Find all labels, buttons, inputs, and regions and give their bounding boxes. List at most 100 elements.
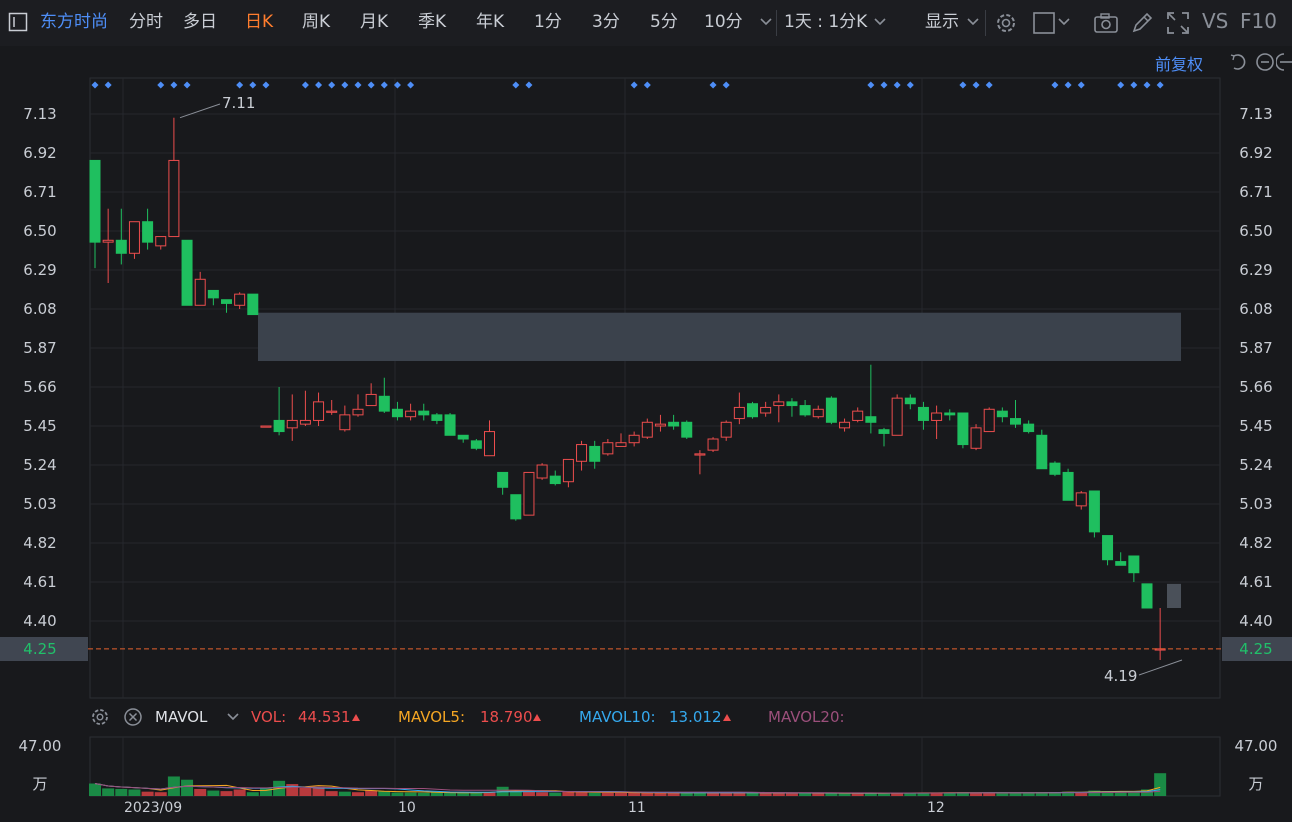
tab-daily-k[interactable]: 日K — [245, 12, 274, 32]
volume-bar — [983, 792, 996, 796]
pencil-icon[interactable] — [1130, 11, 1154, 35]
adjust-mode-button[interactable]: 前复权 — [1155, 55, 1204, 74]
square-icon[interactable] — [1032, 11, 1056, 35]
candle-body — [313, 401, 325, 421]
stock-name[interactable]: 东方时尚 — [40, 12, 108, 32]
indicator-settings-icon[interactable] — [90, 707, 110, 727]
candle-body — [418, 410, 430, 416]
tab-10min[interactable]: 10分 — [704, 12, 743, 32]
volume-bar — [1154, 773, 1167, 796]
volume-bar — [785, 792, 798, 796]
tab-1min[interactable]: 1分 — [534, 12, 562, 32]
signal-marker — [393, 81, 401, 89]
tab-quarterly-k[interactable]: 季K — [418, 12, 447, 32]
volume-bar — [549, 792, 562, 796]
current-price-box-right — [1222, 637, 1292, 661]
volume-bar — [115, 788, 128, 796]
sidebar-toggle-icon[interactable] — [8, 12, 28, 32]
volume-bar — [470, 792, 483, 796]
price-tick: 4.82 — [1239, 534, 1273, 552]
volume-bar — [707, 792, 720, 796]
price-tick: 4.40 — [23, 612, 57, 630]
volume-bar — [1022, 792, 1035, 796]
vol-value: 44.531 — [298, 708, 351, 726]
volume-bar — [825, 792, 838, 796]
volume-bar — [812, 793, 825, 796]
candle-body — [1023, 423, 1035, 433]
volume-bar — [772, 792, 785, 796]
tab-weekly-k[interactable]: 周K — [302, 12, 331, 32]
signal-marker — [709, 81, 717, 89]
volume-bar — [483, 792, 496, 796]
candle-body — [365, 393, 377, 407]
chevron-down-icon[interactable] — [759, 16, 773, 28]
tab-multiday[interactable]: 多日 — [183, 12, 217, 32]
volume-bar — [286, 784, 299, 796]
price-tick: 7.13 — [23, 105, 57, 123]
candle-body — [1049, 462, 1061, 475]
candle-body — [733, 406, 745, 420]
candle-body — [1062, 471, 1074, 501]
vs-button[interactable]: VS — [1202, 9, 1229, 33]
candle-body — [405, 410, 417, 418]
tab-3min[interactable]: 3分 — [592, 12, 620, 32]
candle-body — [1128, 555, 1140, 574]
signal-marker — [630, 81, 638, 89]
price-tick: 6.92 — [1239, 144, 1273, 162]
period-select[interactable]: 1天 : 1分K — [784, 12, 868, 32]
volume-bar — [259, 788, 272, 796]
candle-body — [194, 278, 206, 306]
candle-body — [1036, 434, 1048, 470]
volume-bar — [1035, 792, 1048, 796]
undo-icon[interactable] — [1228, 52, 1248, 72]
candlestick-chart[interactable] — [0, 46, 1292, 700]
price-tick: 5.66 — [23, 378, 57, 396]
fullscreen-icon[interactable] — [1166, 11, 1190, 35]
candle-body — [1088, 490, 1100, 533]
price-tick: 5.45 — [1239, 417, 1273, 435]
camera-icon[interactable] — [1093, 11, 1119, 35]
chevron-down-icon[interactable] — [966, 16, 980, 28]
tab-intraday[interactable]: 分时 — [129, 12, 163, 32]
candle-body — [207, 289, 219, 299]
zoom-out-icon[interactable] — [1255, 52, 1275, 72]
price-tick: 6.71 — [1239, 183, 1273, 201]
indicator-select[interactable]: MAVOL — [155, 708, 208, 726]
volume-bar — [799, 793, 812, 796]
candle-body — [615, 442, 627, 447]
candle-body — [299, 419, 311, 425]
candle-body — [628, 434, 640, 444]
volume-chart[interactable] — [0, 732, 1292, 798]
volume-bar — [233, 789, 246, 796]
tab-monthly-k[interactable]: 月K — [360, 12, 389, 32]
signal-marker — [722, 81, 730, 89]
current-price-label: 4.25 — [1239, 640, 1273, 658]
chevron-down-icon[interactable] — [1057, 16, 1071, 28]
candle-body — [707, 438, 719, 451]
x-axis-label: 2023/09 — [124, 800, 183, 816]
candle-body — [260, 425, 272, 428]
gap-block — [1167, 583, 1181, 608]
candle-body — [720, 421, 732, 438]
signal-marker — [328, 81, 336, 89]
tab-yearly-k[interactable]: 年K — [476, 12, 505, 32]
close-icon[interactable] — [123, 707, 143, 727]
display-menu[interactable]: 显示 — [925, 12, 959, 32]
f10-button[interactable]: F10 — [1240, 9, 1277, 33]
zoom-in-icon[interactable] — [1276, 52, 1292, 72]
chevron-down-icon[interactable] — [873, 16, 887, 28]
candle-body — [155, 236, 167, 247]
chevron-down-icon[interactable] — [226, 711, 240, 723]
volume-bar — [365, 790, 378, 796]
gear-icon[interactable] — [994, 11, 1018, 35]
resistance-zone — [258, 312, 1181, 361]
candle-body — [931, 412, 943, 421]
price-tick: 4.82 — [23, 534, 57, 552]
volume-bar — [641, 792, 654, 796]
volume-bar — [864, 792, 877, 796]
candle-body — [904, 397, 916, 405]
tab-5min[interactable]: 5分 — [650, 12, 678, 32]
candle-body — [168, 159, 180, 238]
candle-body — [339, 414, 351, 431]
volume-bar — [1114, 791, 1127, 796]
